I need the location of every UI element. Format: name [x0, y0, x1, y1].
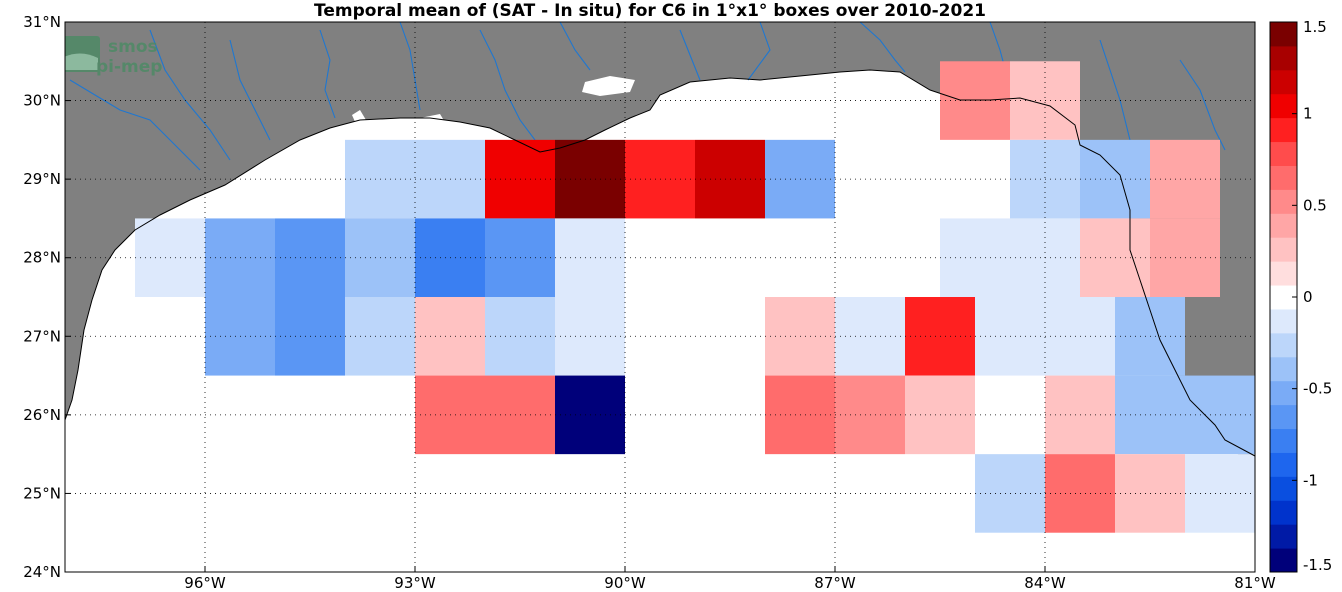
- colorbar-segment-13: [1270, 237, 1297, 262]
- graticule: [65, 22, 1255, 572]
- colorbar-segment-12: [1270, 261, 1297, 286]
- lake-pontchartrain: [582, 76, 635, 96]
- colorbar-tick-label-6: -1.5: [1303, 556, 1332, 574]
- colorbar-segment-21: [1270, 45, 1297, 71]
- lat-tick-label-4: 28°N: [23, 249, 61, 267]
- colorbar-segment-0: [1270, 548, 1297, 573]
- lon-tick-label-1: 93°W: [394, 574, 436, 592]
- colorbar-tick-label-4: -0.5: [1303, 380, 1332, 398]
- colorbar-segment-14: [1270, 213, 1297, 238]
- colorbar-tick-label-1: 1: [1303, 105, 1313, 123]
- colorbar-segment-5: [1270, 428, 1297, 453]
- colorbar-segment-17: [1270, 141, 1297, 166]
- colorbar-segment-19: [1270, 93, 1297, 119]
- lon-tick-label-3: 87°W: [814, 574, 856, 592]
- coastline: [65, 69, 1255, 457]
- lat-tick-label-3: 27°N: [23, 327, 61, 345]
- bay-mobile: [738, 80, 752, 112]
- lon-tick-label-5: 81°W: [1234, 574, 1276, 592]
- lat-tick-label-5: 29°N: [23, 170, 61, 188]
- colorbar-segment-16: [1270, 165, 1297, 190]
- colorbar-tick-label-5: -1: [1303, 471, 1318, 489]
- lat-tick-label-1: 25°N: [23, 484, 61, 502]
- colorbar-segment-7: [1270, 380, 1297, 406]
- lat-tick-label-2: 26°N: [23, 406, 61, 424]
- lon-tick-label-4: 84°W: [1024, 574, 1066, 592]
- colorbar-segment-18: [1270, 117, 1297, 143]
- lon-tick-label-2: 90°W: [604, 574, 646, 592]
- colorbar-segment-22: [1270, 22, 1297, 47]
- colorbar-tick-label-2: 0.5: [1303, 196, 1327, 214]
- lat-tick-label-0: 24°N: [23, 563, 61, 581]
- lon-tick-label-0: 96°W: [184, 574, 226, 592]
- logo-text-smos: smos: [108, 37, 158, 57]
- colorbar-segment-6: [1270, 404, 1297, 430]
- lat-tick-label-6: 30°N: [23, 92, 61, 110]
- axis-labels: 96°W 93°W 90°W 87°W 84°W 81°W 24°N 25°N 26°N 27°N…: [23, 13, 1276, 592]
- colorbar-segment-1: [1270, 524, 1297, 549]
- colorbar-segment-8: [1270, 356, 1297, 382]
- smos-pimep-logo: smos pi-mep: [65, 36, 162, 77]
- colorbar-segment-10: [1270, 308, 1297, 334]
- rivers: [69, 22, 1226, 171]
- lake-calcasieu: [352, 110, 366, 124]
- map-frame: [64, 21, 1256, 573]
- land-north-coast: [65, 22, 1255, 456]
- colorbar-tick-label-0: 1.5: [1303, 18, 1327, 36]
- map-title: Temporal mean of (SAT - In situ) for C6 …: [314, 1, 986, 21]
- colorbar-segment-15: [1270, 189, 1297, 214]
- logo-text-pimep: pi-mep: [96, 57, 162, 77]
- lat-tick-label-7: 31°N: [23, 13, 61, 31]
- colorbar-segment-20: [1270, 69, 1297, 95]
- colorbar-segment-4: [1270, 452, 1297, 477]
- colorbar-segment-2: [1270, 500, 1297, 525]
- logo-wave: [65, 53, 98, 70]
- colorbar-segment-9: [1270, 332, 1297, 358]
- heatmap-cells: [135, 61, 1255, 533]
- colorbar-tick-label-3: 0: [1303, 288, 1313, 306]
- colorbar: 1.5 1 0.5 0 -0.5 -1 -1.5: [1269, 18, 1332, 574]
